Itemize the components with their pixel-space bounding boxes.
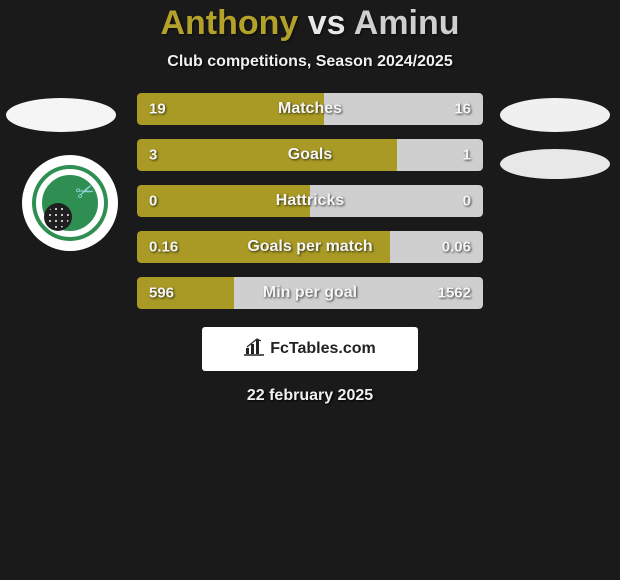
stat-fill-left bbox=[137, 139, 397, 171]
branding-text: FcTables.com bbox=[270, 340, 376, 358]
stat-bars: Matches 19 16 Goals 3 1 Hattricks 0 0 Goals per m… bbox=[137, 93, 483, 309]
infographic-root: Anthony vs Aminu Club competitions, Seas… bbox=[0, 0, 620, 405]
stat-row: Hattricks 0 0 bbox=[137, 185, 483, 217]
club-badge-ring bbox=[36, 169, 104, 237]
stat-value-right: 1 bbox=[463, 147, 471, 164]
subtitle: Club competitions, Season 2024/2025 bbox=[167, 53, 452, 71]
bar-chart-icon bbox=[244, 338, 264, 361]
stat-label: Matches bbox=[278, 100, 342, 118]
stat-label: Goals per match bbox=[247, 238, 372, 256]
stat-value-right: 16 bbox=[454, 101, 471, 118]
football-icon bbox=[44, 203, 72, 231]
stat-row: Goals per match 0.16 0.06 bbox=[137, 231, 483, 263]
stat-label: Min per goal bbox=[263, 284, 357, 302]
stat-row: Min per goal 596 1562 bbox=[137, 277, 483, 309]
vs-label: vs bbox=[308, 4, 346, 42]
stats-area: ✂ Matches 19 16 Goals 3 1 Hattricks 0 0 Goals per… bbox=[0, 93, 620, 405]
player2-name: Aminu bbox=[354, 4, 460, 42]
stat-row: Matches 19 16 bbox=[137, 93, 483, 125]
stat-label: Hattricks bbox=[276, 192, 344, 210]
stat-value-right: 0 bbox=[463, 193, 471, 210]
player1-placeholder-ellipse bbox=[6, 98, 116, 132]
club-badge-inner: ✂ bbox=[32, 165, 108, 241]
player1-club-badge: ✂ bbox=[22, 155, 118, 251]
stat-value-left: 0.16 bbox=[149, 239, 178, 256]
stat-value-right: 0.06 bbox=[442, 239, 471, 256]
stat-value-right: 1562 bbox=[438, 285, 471, 302]
comparison-title: Anthony vs Aminu bbox=[160, 4, 459, 43]
stat-value-left: 19 bbox=[149, 101, 166, 118]
player2-placeholder-ellipse bbox=[500, 98, 610, 132]
stat-value-left: 596 bbox=[149, 285, 174, 302]
date-line: 22 february 2025 bbox=[247, 387, 373, 405]
stat-label: Goals bbox=[288, 146, 332, 164]
stat-row: Goals 3 1 bbox=[137, 139, 483, 171]
branding-box[interactable]: FcTables.com bbox=[202, 327, 418, 371]
player1-name: Anthony bbox=[160, 4, 298, 42]
stat-value-left: 3 bbox=[149, 147, 157, 164]
stat-value-left: 0 bbox=[149, 193, 157, 210]
player2-club-placeholder-ellipse bbox=[500, 149, 610, 179]
